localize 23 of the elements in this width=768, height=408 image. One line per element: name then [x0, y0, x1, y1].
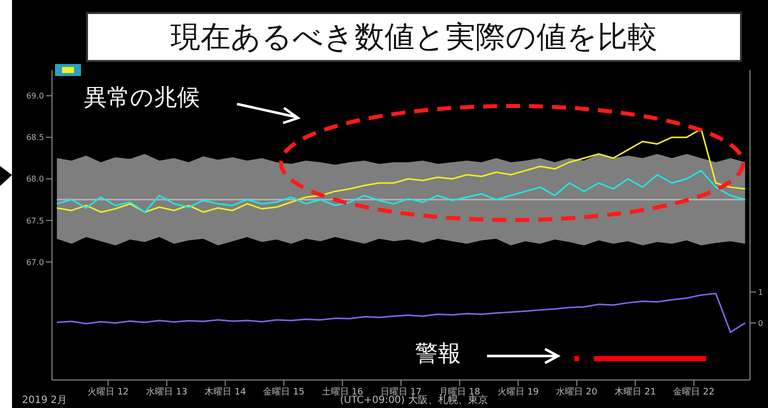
y-tick-label: 68.0 [26, 174, 44, 184]
x-tick-label: 金曜日 22 [673, 386, 715, 398]
x-tick-label: 水曜日 13 [146, 386, 188, 398]
chart-title: 現在あるべき数値と実際の値を比較 [86, 12, 742, 62]
annotation: 異常の兆候 [84, 85, 200, 112]
y-tick-label: 69.0 [26, 92, 44, 101]
x-tick-label: 木曜日 14 [204, 386, 246, 398]
line-series [56, 170, 746, 213]
x-tick-label: 火曜日 12 [87, 386, 129, 398]
x-tick-label: 木曜日 21 [614, 386, 656, 398]
x-tick-label: 水曜日 20 [556, 386, 598, 398]
y-tick-label: 67.0 [26, 258, 44, 267]
y2-tick-label: 1 [758, 288, 764, 297]
y-tick-label: 68.5 [26, 133, 44, 142]
x-tick-label: 火曜日 19 [497, 386, 540, 398]
x-tick-label: 金曜日 15 [263, 386, 305, 398]
text: 2019 2月 [22, 395, 67, 406]
text: (UTC+09:00) 大阪、札幌、東京 [340, 395, 488, 406]
y2-tick-label: 0 [758, 318, 764, 328]
annotation: 警報 [415, 341, 461, 368]
y-tick-label: 67.5 [26, 216, 44, 226]
line-series [56, 128, 746, 213]
line-series [56, 292, 746, 334]
